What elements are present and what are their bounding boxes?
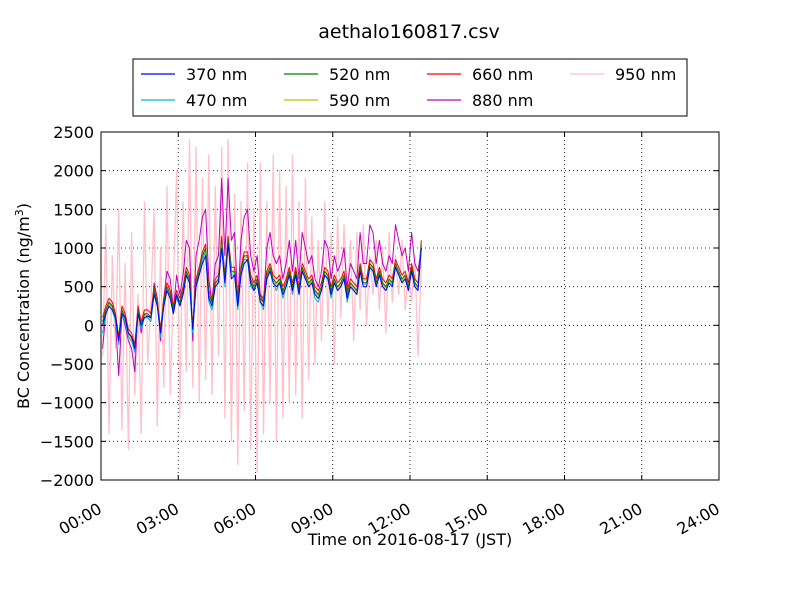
y-tick-label: 0 xyxy=(84,316,94,335)
y-tick-label: −2000 xyxy=(40,471,94,490)
legend-label: 520 nm xyxy=(329,65,390,84)
chart-title: aethalo160817.csv xyxy=(318,21,500,43)
y-tick-label: −1500 xyxy=(40,432,94,451)
y-tick-label: 500 xyxy=(63,278,94,297)
y-tick-label: 2000 xyxy=(53,162,94,181)
series-layer xyxy=(101,139,422,473)
series-line-660-nm xyxy=(102,235,422,346)
series-line-370-nm xyxy=(102,243,422,349)
legend-label: 950 nm xyxy=(615,65,676,84)
y-axis-label-superscript: 3 xyxy=(13,209,26,216)
x-axis-label: Time on 2016-08-17 (JST) xyxy=(307,530,512,549)
legend-label: 880 nm xyxy=(472,91,533,110)
y-tick-label: 1500 xyxy=(53,200,94,219)
series-line-520-nm xyxy=(102,239,422,349)
legend-label: 470 nm xyxy=(186,91,247,110)
legend-label: 370 nm xyxy=(186,65,247,84)
series-line-880-nm xyxy=(102,177,422,377)
y-tick-label: 1000 xyxy=(53,239,94,258)
y-axis-label-close: ) xyxy=(14,203,33,209)
y-tick-label: 2500 xyxy=(53,123,94,142)
legend-label: 590 nm xyxy=(329,91,390,110)
legend-frame xyxy=(132,58,688,117)
y-tick-label: −1000 xyxy=(40,394,94,413)
y-tick-label: −500 xyxy=(50,355,94,374)
y-axis: −2000 −1500 −1000 −500 0 500 1000 1500 2000 2500 xyxy=(40,123,719,490)
y-axis-label: BC Concentration (ng/m3) xyxy=(13,203,33,409)
y-axis-label-text: BC Concentration (ng/m xyxy=(14,216,33,409)
legend: 370 nm 470 nm 520 nm 590 nm 660 nm 880 nm 950 … xyxy=(132,58,688,117)
legend-label: 660 nm xyxy=(472,65,533,84)
